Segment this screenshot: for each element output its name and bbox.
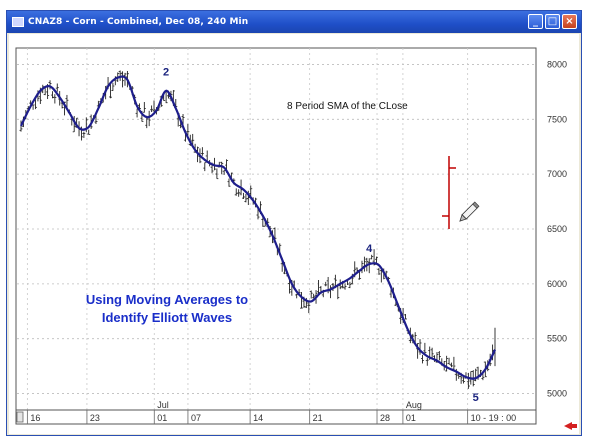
day-label: 01 — [157, 413, 167, 423]
price-bar — [118, 70, 122, 81]
price-bar — [256, 209, 260, 220]
price-bar — [108, 83, 112, 99]
price-bar — [420, 354, 424, 364]
price-bar — [370, 254, 374, 260]
day-label: 16 — [30, 413, 40, 423]
price-bar — [203, 162, 207, 172]
price-axis: 5000 5500 6000 6500 7000 7500 8000 — [547, 59, 567, 398]
scroll-handle[interactable] — [16, 411, 24, 423]
price-bar — [404, 313, 408, 320]
caption-line-1: Using Moving Averages to — [86, 292, 248, 307]
price-marker[interactable] — [442, 156, 456, 229]
price-bar — [48, 80, 52, 90]
price-bar — [53, 94, 57, 104]
month-label: Jul — [157, 400, 169, 410]
price-bar — [111, 82, 115, 92]
price-chart[interactable]: 5000 5500 6000 6500 7000 7500 8000 16 23 01 07 14 2… — [9, 34, 579, 434]
price-bar — [87, 129, 91, 135]
month-label: Aug — [406, 400, 422, 410]
price-bar — [215, 168, 219, 180]
price-bar — [324, 281, 328, 287]
caption-line-2: Identify Elliott Waves — [102, 310, 232, 325]
price-bar — [309, 290, 313, 299]
price-bar — [237, 189, 241, 197]
price-bar — [449, 362, 453, 368]
scroll-arrow-icon[interactable] — [564, 422, 572, 430]
price-bar — [466, 372, 470, 389]
wave-label: 2 — [163, 66, 169, 78]
price-tick-label: 5500 — [547, 334, 567, 344]
price-tick-label: 5000 — [547, 389, 567, 399]
day-label: 01 — [406, 413, 416, 423]
price-tick-label: 7500 — [547, 114, 567, 124]
price-bar — [94, 115, 98, 125]
day-label: 23 — [90, 413, 100, 423]
chart-window: CNAZ8 - Corn - Combined, Dec 08, 240 Min… — [6, 10, 582, 436]
price-bar — [72, 116, 76, 133]
sma-annotation: 8 Period SMA of the CLose — [287, 101, 408, 112]
pencil-cursor-icon — [459, 201, 480, 222]
price-tick-label: 8000 — [547, 59, 567, 69]
price-bar — [55, 83, 59, 92]
price-bar — [348, 281, 352, 289]
day-label: 28 — [380, 413, 390, 423]
price-bar — [445, 355, 449, 372]
price-bar — [423, 342, 427, 355]
day-label: 14 — [253, 413, 263, 423]
wave-label: 5 — [473, 392, 479, 404]
wave-label: 4 — [366, 243, 373, 255]
price-bar — [19, 120, 23, 132]
price-tick-label: 6500 — [547, 224, 567, 234]
price-tick-label: 6000 — [547, 279, 567, 289]
price-bar — [430, 347, 434, 359]
price-bar — [437, 351, 441, 361]
price-bar — [300, 291, 304, 309]
price-bar — [200, 147, 204, 156]
price-bar — [142, 102, 146, 113]
price-bar — [50, 91, 54, 99]
price-bar — [244, 194, 248, 203]
price-bar — [343, 283, 347, 290]
window-title: CNAZ8 - Corn - Combined, Dec 08, 240 Min — [28, 17, 249, 27]
price-bar — [121, 71, 125, 88]
price-bar — [447, 357, 451, 365]
price-bar — [307, 301, 311, 314]
price-bar — [462, 376, 466, 384]
price-bar — [152, 100, 156, 112]
scroll-arrow-tail — [571, 424, 577, 428]
sma-line — [20, 75, 496, 380]
wave-labels: 2 4 5 — [163, 66, 479, 404]
price-bar — [186, 123, 190, 136]
price-bar — [312, 293, 316, 299]
price-bar — [425, 357, 429, 366]
price-bar — [241, 192, 245, 199]
chart-area[interactable]: 5000 5500 6000 6500 7000 7500 8000 16 23 01 07 14 2… — [9, 34, 579, 434]
price-bar — [220, 161, 224, 175]
title-bar[interactable]: CNAZ8 - Corn - Combined, Dec 08, 240 Min… — [7, 11, 581, 33]
window-controls: _ □ × — [528, 14, 577, 29]
minimize-button[interactable]: _ — [528, 14, 543, 29]
price-bar — [418, 339, 422, 355]
price-tick-label: 7000 — [547, 169, 567, 179]
day-label: 07 — [191, 413, 201, 423]
price-bar — [367, 258, 371, 274]
price-bar — [227, 178, 231, 187]
price-bar — [377, 267, 381, 275]
time-axis — [15, 409, 537, 425]
maximize-button[interactable]: □ — [545, 14, 560, 29]
chart-app-icon — [12, 17, 24, 27]
close-button[interactable]: × — [562, 14, 577, 29]
time-axis-labels: 16 23 01 07 14 21 28 01 10 - 19 : 00 Jul Aug — [26, 400, 517, 424]
day-label: 21 — [313, 413, 323, 423]
price-bar — [82, 131, 86, 138]
price-bar — [150, 105, 154, 113]
day-label: 10 - 19 : 00 — [471, 413, 517, 423]
